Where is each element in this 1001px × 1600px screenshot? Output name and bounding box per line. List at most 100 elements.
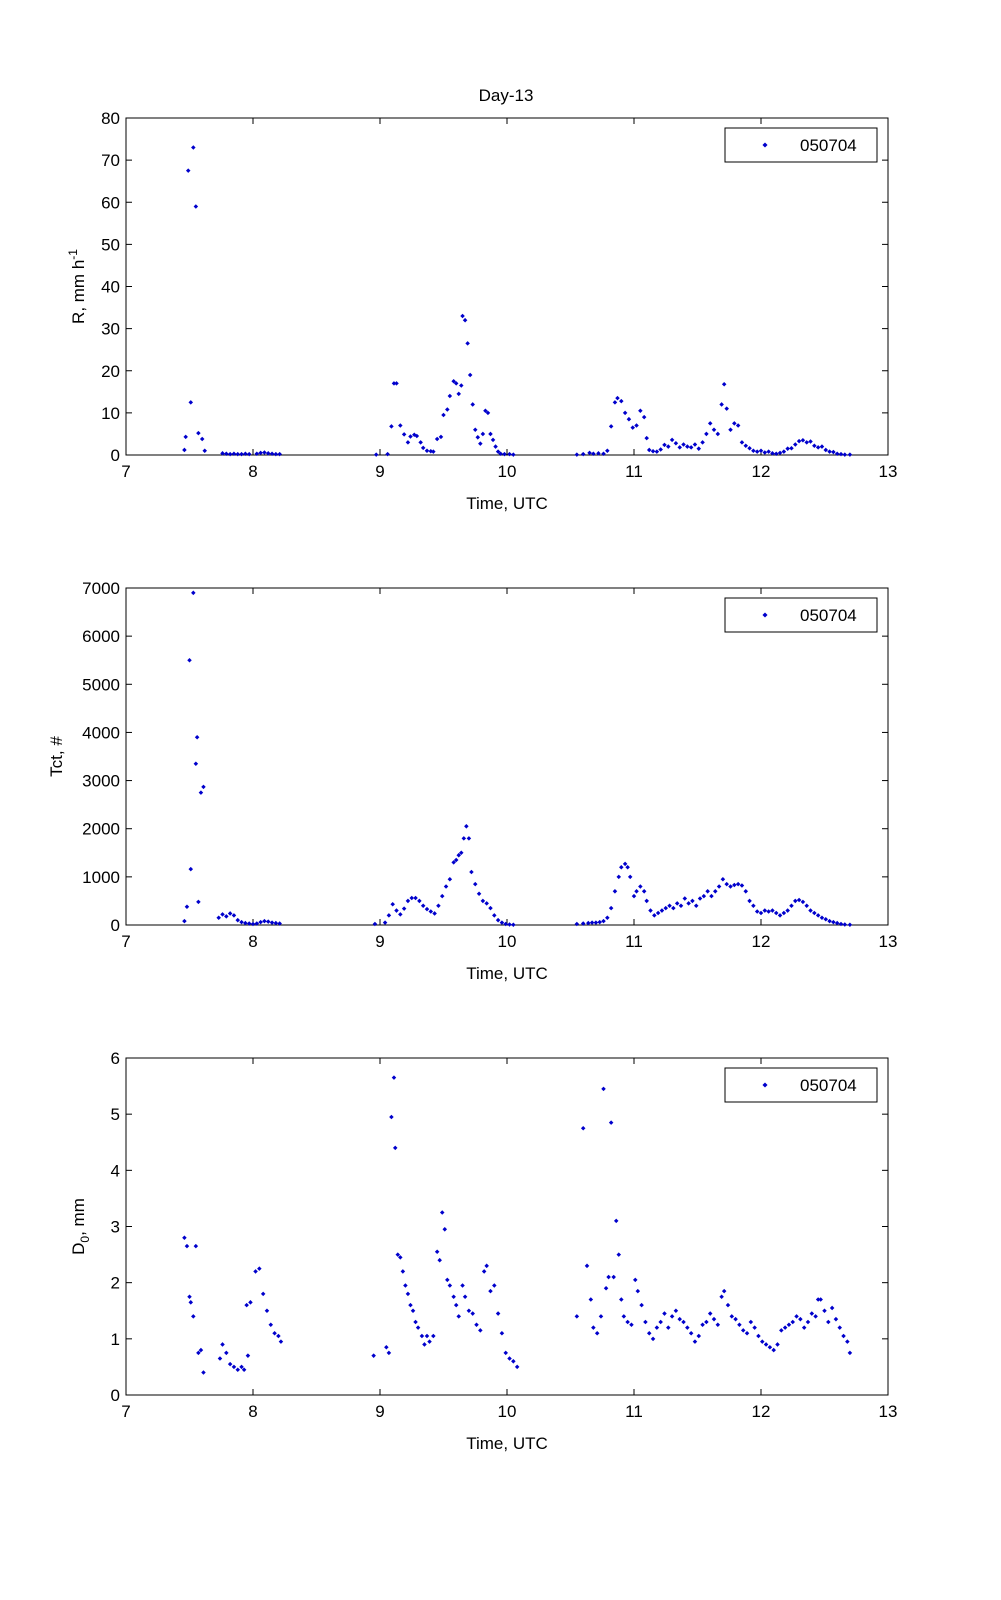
y-axis-label: D0, mm — [69, 1198, 92, 1255]
data-point — [408, 1302, 413, 1308]
data-point — [431, 449, 436, 454]
data-point — [467, 372, 473, 378]
x-tick-label: 8 — [248, 932, 257, 951]
data-point — [715, 431, 721, 437]
data-point — [815, 1297, 821, 1302]
data-point — [414, 433, 420, 439]
data-point — [243, 451, 248, 456]
data-point — [613, 1218, 619, 1224]
data-point — [688, 445, 694, 450]
data-point — [428, 909, 434, 914]
data-point — [445, 407, 450, 412]
x-tick-label: 13 — [879, 1402, 898, 1421]
data-point — [743, 443, 749, 448]
data-point — [386, 1350, 392, 1356]
chart-title: Day-13 — [479, 86, 534, 105]
data-point — [813, 1314, 818, 1319]
data-point — [260, 1291, 266, 1297]
data-point — [674, 901, 680, 906]
data-point — [681, 442, 686, 447]
data-point — [227, 451, 233, 457]
data-point — [220, 1342, 225, 1347]
data-point — [227, 1361, 233, 1367]
data-point — [390, 902, 395, 907]
data-point — [678, 903, 684, 909]
legend-box — [724, 1067, 878, 1103]
x-tick-label: 9 — [375, 1402, 384, 1421]
data-point — [217, 1356, 223, 1361]
data-point — [514, 1364, 520, 1370]
data-point — [447, 877, 453, 882]
data-point — [681, 1319, 686, 1325]
data-point — [415, 1325, 421, 1330]
data-point — [391, 1075, 397, 1080]
data-point — [574, 452, 580, 457]
data-point — [268, 1322, 274, 1328]
data-point — [224, 451, 229, 456]
x-tick-label: 8 — [248, 462, 257, 481]
data-point — [809, 1311, 815, 1316]
data-point — [673, 1308, 679, 1314]
data-point — [188, 400, 194, 405]
data-point — [265, 451, 271, 456]
data-point — [644, 435, 649, 441]
data-point — [472, 881, 478, 887]
data-point — [258, 450, 263, 456]
data-point — [804, 440, 809, 445]
data-point — [654, 1325, 660, 1330]
y-tick-label: 50 — [101, 235, 120, 254]
x-tick-label: 12 — [752, 932, 771, 951]
data-point — [373, 452, 379, 457]
data-point — [442, 1227, 448, 1232]
data-point — [638, 884, 643, 889]
data-point — [808, 439, 813, 444]
data-point — [707, 1311, 713, 1316]
data-point — [834, 451, 840, 456]
data-point — [424, 906, 430, 912]
data-point — [779, 1328, 784, 1333]
data-point — [800, 899, 806, 905]
data-point — [470, 1311, 475, 1316]
data-point — [394, 381, 399, 386]
data-point — [634, 423, 639, 428]
x-tick-label: 11 — [625, 1402, 643, 1421]
data-point — [789, 903, 794, 909]
data-point — [762, 450, 768, 455]
data-point — [403, 1283, 408, 1288]
data-point — [793, 442, 798, 447]
data-point — [239, 451, 244, 457]
data-point — [196, 430, 201, 436]
y-tick-label: 3 — [111, 1218, 120, 1237]
data-point — [667, 903, 672, 909]
data-point — [812, 443, 817, 448]
y-tick-label: 20 — [101, 362, 120, 381]
data-point — [394, 908, 399, 913]
data-point — [751, 903, 756, 909]
data-point — [410, 1308, 416, 1314]
data-point — [580, 921, 586, 926]
data-point — [498, 451, 503, 456]
data-point — [462, 317, 468, 323]
data-point — [794, 1314, 799, 1319]
data-point — [386, 913, 392, 918]
data-point — [621, 1314, 627, 1319]
data-point — [785, 446, 790, 451]
x-tick-label: 10 — [498, 1402, 517, 1421]
data-point — [673, 440, 679, 446]
data-point — [601, 451, 606, 456]
data-point — [492, 913, 497, 918]
data-point — [591, 1325, 596, 1330]
data-point — [445, 1277, 450, 1283]
data-point — [507, 451, 512, 457]
data-point — [456, 852, 462, 858]
legend-box — [724, 127, 878, 163]
data-point — [574, 1314, 580, 1319]
data-point — [707, 421, 713, 426]
data-point — [739, 440, 745, 445]
data-point — [389, 424, 394, 429]
y-tick-label: 7000 — [82, 579, 120, 598]
y-tick-label: 10 — [101, 404, 120, 423]
data-point — [587, 450, 592, 456]
data-point — [431, 1333, 436, 1339]
